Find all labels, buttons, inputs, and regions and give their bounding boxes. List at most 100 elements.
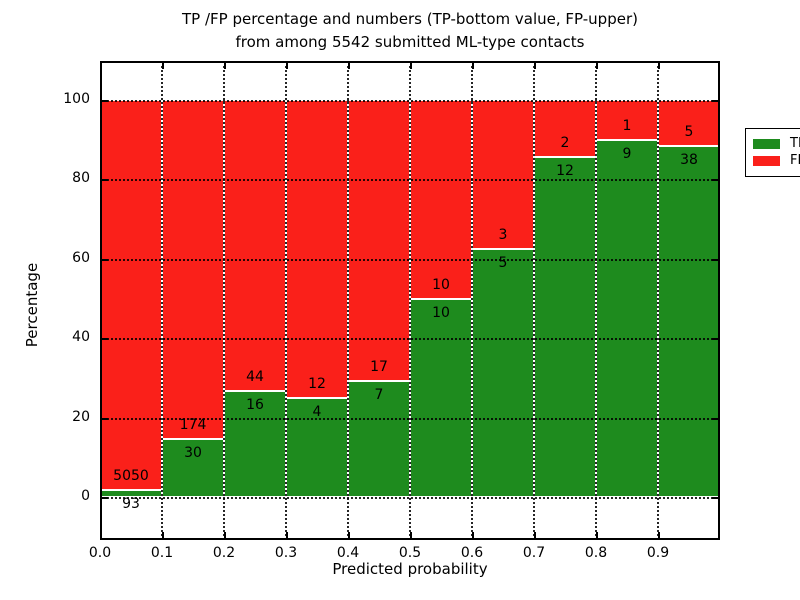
bar-label-tp: 93 [122, 495, 140, 512]
bar-segment-fp [596, 100, 658, 140]
bar-segment-tp [534, 156, 596, 497]
bar-label-tp: 12 [556, 162, 574, 179]
chart-title-line2: from among 5542 submitted ML-type contac… [235, 33, 585, 51]
x-tick-mark [224, 532, 226, 538]
x-tick-mark [162, 63, 164, 69]
legend-entry-fp: FP [753, 154, 800, 168]
x-tick-mark [100, 63, 102, 69]
x-tick-label: 0.9 [646, 545, 670, 561]
bar-segment-tp [596, 139, 658, 497]
bar-segment-tp [286, 397, 348, 497]
y-tick-label: 60 [72, 249, 90, 266]
x-tick-label: 0.8 [584, 545, 608, 561]
y-tick-mark [102, 338, 108, 341]
v-gridline [409, 61, 411, 540]
x-tick-mark [534, 532, 536, 538]
x-tick-label: 0.1 [150, 545, 174, 561]
x-tick-mark [286, 63, 288, 69]
x-tick-label: 0.4 [336, 545, 360, 561]
x-tick-mark [596, 532, 598, 538]
bar-label-tp: 9 [622, 145, 632, 162]
x-tick-mark [658, 532, 660, 538]
x-tick-label: 0.5 [398, 545, 422, 561]
y-tick-label: 40 [72, 329, 90, 346]
legend: TP FP [745, 128, 800, 177]
bar-label-tp: 5 [498, 254, 508, 271]
y-tick-mark [102, 497, 108, 499]
legend-swatch-tp-icon [753, 139, 780, 149]
bar-label-fp: 17 [370, 359, 388, 376]
bar-label-tp: 10 [432, 304, 450, 321]
bar-segment-tp [658, 146, 720, 497]
x-tick-mark [286, 532, 288, 538]
x-tick-mark [534, 63, 536, 69]
y-tick-mark [102, 417, 108, 420]
x-tick-mark [224, 63, 226, 69]
bar-label-tp: 16 [246, 397, 264, 414]
v-gridline [161, 61, 163, 540]
y-tick-mark [712, 179, 718, 182]
x-tick-label: 0.0 [88, 545, 112, 561]
x-tick-mark [472, 532, 474, 538]
x-tick-mark [162, 532, 164, 538]
x-tick-mark [718, 63, 720, 69]
v-gridline [595, 61, 597, 540]
y-tick-label: 0 [81, 488, 90, 504]
legend-label-tp: TP [790, 136, 800, 151]
x-tick-label: 0.6 [460, 545, 484, 561]
v-gridline [347, 61, 349, 540]
y-tick-mark [712, 338, 718, 341]
bar-label-fp: 2 [560, 134, 570, 151]
bar-segment-fp [286, 100, 348, 398]
legend-label-fp: FP [790, 153, 800, 168]
bar-label-fp: 5 [684, 124, 694, 141]
y-tick-label: 80 [72, 170, 90, 187]
y-tick-mark [712, 417, 718, 420]
bar-segment-tp [472, 248, 534, 497]
bar-label-fp: 3 [498, 226, 508, 243]
bar-label-fp: 1 [622, 117, 632, 134]
bar-segment-fp [410, 100, 472, 299]
chart-title: TP /FP percentage and numbers (TP-bottom… [100, 8, 720, 54]
v-gridline [285, 61, 287, 540]
y-tick-label: 20 [72, 408, 90, 425]
x-tick-mark [718, 532, 720, 538]
x-tick-mark [472, 63, 474, 69]
y-tick-mark [102, 179, 108, 182]
x-tick-label: 0.7 [522, 545, 546, 561]
v-gridline [533, 61, 535, 540]
y-tick-mark [102, 100, 108, 102]
legend-swatch-fp-icon [753, 156, 780, 166]
bar-label-fp: 44 [246, 369, 264, 386]
x-tick-mark [596, 63, 598, 69]
x-tick-label: 0.2 [212, 545, 236, 561]
x-tick-mark [348, 532, 350, 538]
v-gridline [223, 61, 225, 540]
bar-segment-fp [348, 100, 410, 382]
x-tick-mark [658, 63, 660, 69]
bar-label-tp: 30 [184, 444, 202, 461]
y-tick-mark [712, 497, 718, 499]
bar-segment-tp [410, 298, 472, 497]
plot-area: 5050 93 174 30 44 16 12 4 17 7 10 10 3 5 2 12 1 9 5 38 TP F… [100, 61, 800, 540]
bar-segment-fp [100, 100, 162, 490]
x-axis-label: Predicted probability [332, 560, 488, 578]
y-tick-mark [102, 258, 108, 261]
v-gridline [471, 61, 473, 540]
bar-segment-fp [224, 100, 286, 392]
y-tick-label: 100 [63, 91, 90, 107]
x-tick-mark [348, 63, 350, 69]
chart-title-line1: TP /FP percentage and numbers (TP-bottom… [182, 10, 638, 28]
x-tick-label: 0.3 [274, 545, 298, 561]
bar-label-tp: 4 [312, 403, 322, 420]
bar-label-tp: 38 [680, 152, 698, 169]
bar-label-fp: 10 [432, 276, 450, 293]
bar-label-fp: 5050 [113, 467, 149, 484]
x-tick-mark [410, 63, 412, 69]
bar-label-fp: 174 [179, 416, 207, 433]
y-tick-mark [712, 258, 718, 261]
bar-label-tp: 7 [374, 387, 384, 404]
x-tick-mark [100, 532, 102, 538]
legend-entry-tp: TP [753, 137, 800, 151]
